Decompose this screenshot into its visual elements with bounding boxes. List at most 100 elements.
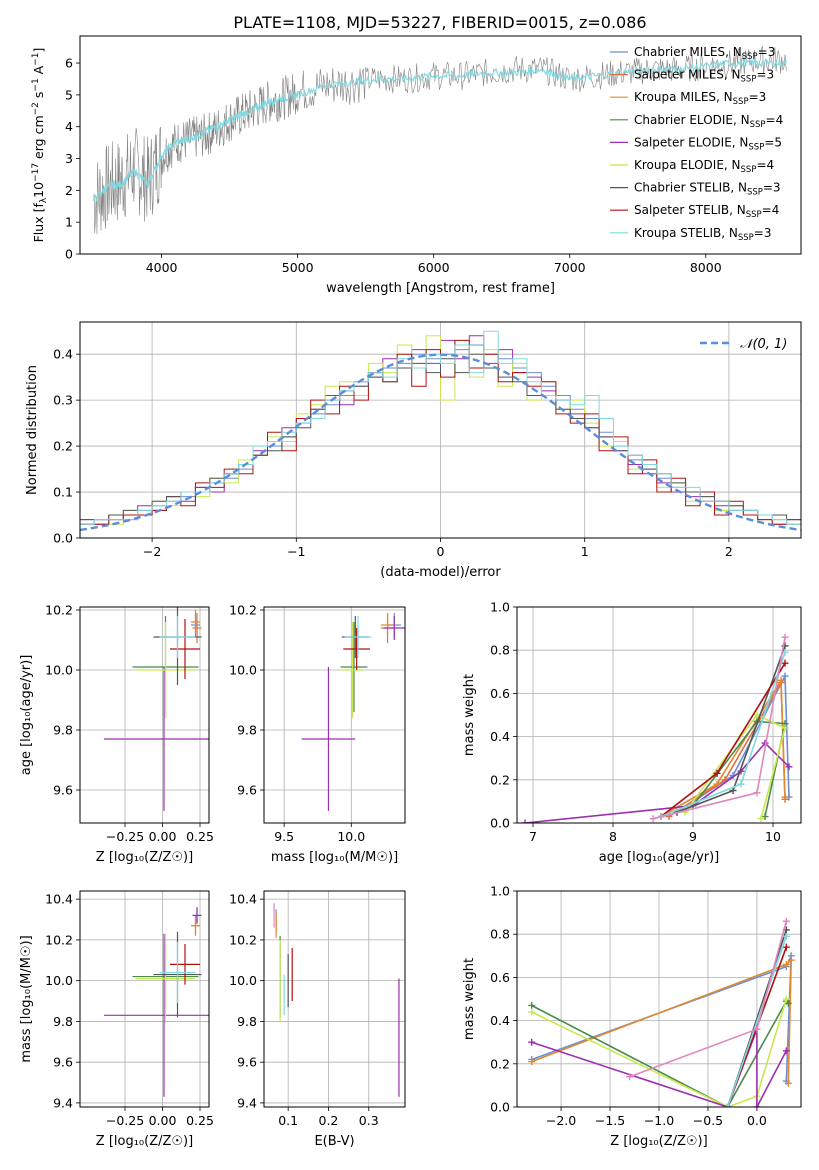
legend-label-sub: SSP xyxy=(748,142,764,152)
y-axis-label-part: A xyxy=(31,65,46,78)
y-axis-label: mass weight xyxy=(462,958,477,1040)
x-tick-label: 5000 xyxy=(282,260,314,275)
legend-label-sub: SSP xyxy=(746,210,762,220)
y-tick-label: 0.8 xyxy=(490,643,510,658)
axes-frame xyxy=(516,606,802,824)
y-axis-label-part: ] xyxy=(31,48,46,53)
legend-label-main: Kroupa STELIB, N xyxy=(634,226,738,240)
axes-frame xyxy=(79,606,210,824)
y-tick-label: 3 xyxy=(65,151,73,166)
y-tick-label: 0.4 xyxy=(490,1013,510,1028)
weight-marker xyxy=(781,659,789,667)
y-axis-label: age [log₁₀(age/yr)] xyxy=(19,655,34,776)
panel-weight_vs_age: 7 8 9 10 0.0 0.2 0.4 0.6 0.8 1.0 age [log₁₀(age/yr… xyxy=(462,600,802,865)
errorbar-point xyxy=(301,667,356,811)
gaussian-reference-line xyxy=(80,353,801,532)
y-tick-label: 4 xyxy=(65,119,73,134)
x-tick-label: 7 xyxy=(529,829,537,844)
y-tick-label: 9.8 xyxy=(53,723,73,738)
y-axis-label-part: −1 xyxy=(31,53,41,66)
weight-marker xyxy=(761,813,769,821)
y-tick-label: 0.3 xyxy=(53,393,73,408)
x-tick-label: −2 xyxy=(143,544,161,559)
weight-marker xyxy=(782,960,790,968)
y-axis-label-part: s xyxy=(31,92,46,103)
panel-weight_vs_Z: −2.0 −1.5 −1.0 −0.5 0.0 0.0 0.2 0.4 0.6 0.8 1.0 Z [… xyxy=(462,884,802,1149)
x-axis-label: Z [log₁₀(Z/Z☉)] xyxy=(96,850,193,865)
y-tick-label: 10.2 xyxy=(45,932,73,947)
x-axis-label: E(B-V) xyxy=(314,1134,354,1149)
x-tick-label: 0.25 xyxy=(186,829,214,844)
errorbar-point xyxy=(344,616,372,658)
legend-label-tail: =4 xyxy=(762,203,780,217)
weight-marker xyxy=(724,1103,732,1107)
y-tick-label: 9.8 xyxy=(237,1014,257,1029)
weight-marker xyxy=(782,995,790,1003)
legend-label-main: Salpeter MILES, N xyxy=(634,68,741,82)
y-tick-label: 9.4 xyxy=(53,1095,73,1110)
legend-label-tail: =3 xyxy=(756,68,774,82)
y-tick-label: 9.6 xyxy=(237,783,257,798)
x-tick-label: 8000 xyxy=(690,260,722,275)
x-tick-label: 2 xyxy=(725,544,733,559)
y-tick-label: 0.2 xyxy=(490,772,510,787)
legend-label-tail: =3 xyxy=(749,90,767,104)
panel-mass_vs_ebv: 0.1 0.2 0.3 9.4 9.6 9.8 10.0 10.2 10.4 E(B-V) xyxy=(229,890,406,1149)
y-axis-label-part: erg cm xyxy=(31,115,46,163)
weight-marker xyxy=(781,724,789,732)
weight-marker xyxy=(781,672,789,680)
plot-area xyxy=(104,607,209,811)
x-tick-label: −0.5 xyxy=(693,1113,723,1128)
errorbar-point xyxy=(170,619,200,679)
panel-spectrum: 4000 5000 6000 7000 8000 0 1 2 3 4 5 6 wavelength [A… xyxy=(31,35,802,296)
weight-marker xyxy=(753,789,761,797)
plot-area xyxy=(80,330,801,532)
y-tick-label: 0 xyxy=(65,247,73,262)
x-tick-label: 10.0 xyxy=(337,829,365,844)
x-tick-label: 6000 xyxy=(418,260,450,275)
y-axis-label-part: Flux [f xyxy=(31,203,46,243)
x-tick-label: 0.25 xyxy=(186,1113,214,1128)
y-tick-label: 0.0 xyxy=(53,531,73,546)
legend-label-sub: SSP xyxy=(742,52,758,62)
weight-line xyxy=(652,637,786,820)
plot-area xyxy=(104,907,209,1097)
x-tick-label: 9 xyxy=(689,829,697,844)
weight-marker xyxy=(528,1001,536,1009)
x-tick-label: 1 xyxy=(581,544,589,559)
x-axis-label: wavelength [Angstrom, rest frame] xyxy=(326,281,555,296)
x-tick-label: 10 xyxy=(765,829,781,844)
weight-marker xyxy=(784,1079,792,1087)
weight-marker xyxy=(626,1073,634,1081)
y-tick-label: 1.0 xyxy=(490,600,510,615)
weight-marker xyxy=(784,999,792,1007)
panel-age_vs_mass: 9.5 10.0 9.6 9.8 10.0 10.2 mass [log₁₀(M/M☉)] xyxy=(229,603,406,865)
spectrum-model-line xyxy=(93,57,787,202)
legend-label-tail: =4 xyxy=(766,113,784,127)
axes-frame xyxy=(79,321,802,539)
x-tick-label: 0.0 xyxy=(747,1113,767,1128)
x-tick-label: 0 xyxy=(437,544,445,559)
errorbar-point xyxy=(104,933,209,1097)
x-tick-label: −1.0 xyxy=(644,1113,674,1128)
y-tick-label: 0.6 xyxy=(490,970,510,985)
errorbar-point xyxy=(341,622,364,718)
x-tick-label: −2.0 xyxy=(546,1113,576,1128)
weight-marker xyxy=(782,917,790,925)
errorbar-point xyxy=(192,907,202,924)
legend-label-sub: SSP xyxy=(750,120,766,130)
y-axis-label: Flux [fλ10−17 erg cm−2 s−1 A−1] xyxy=(31,48,49,243)
panel-age_vs_Z: −0.25 0.00 0.25 9.6 9.8 10.0 10.2 Z [log₁₀(Z/Z☉… xyxy=(19,603,214,866)
y-tick-label: 10.0 xyxy=(45,973,73,988)
weight-marker xyxy=(782,943,790,951)
legend-label-sub: SSP xyxy=(738,233,754,243)
x-tick-label: −0.25 xyxy=(106,829,144,844)
errorbar-point xyxy=(340,622,368,712)
weight-marker xyxy=(753,1103,761,1107)
errorbar-point xyxy=(192,613,202,643)
x-axis-label: (data-model)/error xyxy=(380,565,501,580)
y-tick-label: 6 xyxy=(65,56,73,71)
y-tick-label: 0.6 xyxy=(490,686,510,701)
x-axis-label: age [log₁₀(age/yr)] xyxy=(599,850,720,865)
